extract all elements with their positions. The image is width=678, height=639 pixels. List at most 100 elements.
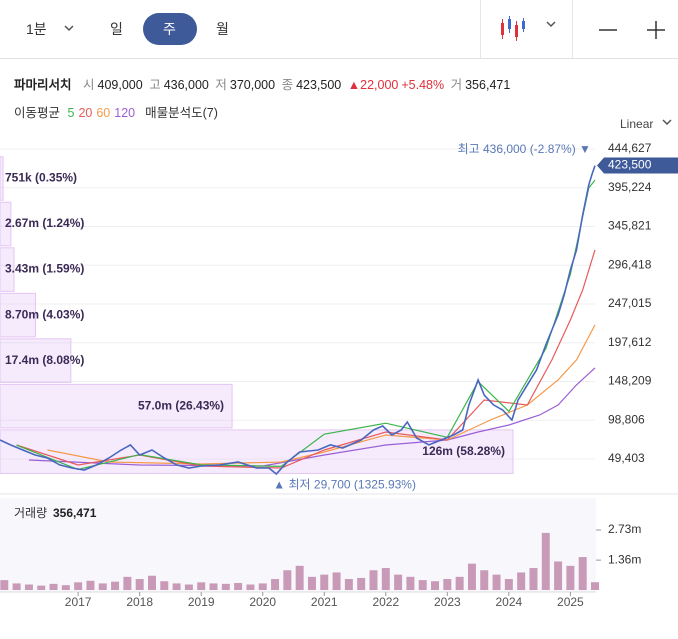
- ma-title: 이동평균: [14, 106, 61, 120]
- y-tick-label: 197,612: [608, 335, 652, 349]
- x-tick-label: 2019: [188, 595, 215, 609]
- volume-bar: [135, 579, 144, 590]
- profile-bar: [0, 292, 36, 338]
- volume-bar: [455, 576, 464, 590]
- y-tick-label: 1.36m: [608, 552, 641, 566]
- chevron[interactable]: [545, 20, 557, 30]
- quote-info: 파마리서치 시 409,000 고 436,000 저 370,000 종 423,50…: [14, 74, 513, 93]
- volume-bar: [12, 583, 21, 590]
- x-tick-label: 2025: [557, 595, 584, 609]
- volume-bar: [234, 582, 243, 590]
- zoom-in[interactable]: [646, 20, 666, 40]
- profile-label: 2.67m (1.24%): [5, 216, 84, 230]
- y-tick-label: 345,821: [608, 219, 652, 233]
- profile-bar: [0, 338, 72, 383]
- low-marker: ▲ 최저 29,700 (1325.93%): [273, 478, 416, 492]
- price-line: [0, 165, 596, 476]
- ma-period: 120: [114, 106, 136, 120]
- volume-bar: [98, 583, 107, 590]
- price-tag-label: 423,500: [608, 158, 652, 172]
- x-tick-label: 2017: [65, 595, 92, 609]
- volume-bar: [517, 572, 526, 590]
- volume-bar: [431, 581, 440, 590]
- ma-legend: 이동평균 5 20 60 120 매물분석도(7): [14, 102, 222, 121]
- ma-line: [16, 179, 596, 471]
- volume-bar: [147, 575, 156, 590]
- profile-bar: [0, 247, 15, 292]
- volume-bar: [24, 584, 33, 590]
- stock-name: 파마리서치: [14, 78, 72, 92]
- volume-bar: [504, 579, 513, 590]
- profile-bar: [0, 429, 514, 474]
- value: 356,471: [465, 78, 511, 92]
- ma-period: 20: [78, 106, 93, 120]
- profile-label: 매물분석도(7): [145, 106, 218, 120]
- volume-bar: [0, 580, 9, 590]
- separator: [480, 0, 481, 58]
- volume-value: 356,471: [53, 506, 97, 520]
- x-tick-label: 2024: [496, 595, 523, 609]
- profile-label: 3.43m (1.59%): [5, 262, 84, 276]
- volume-bar: [578, 557, 587, 590]
- ma-period: 5: [67, 106, 75, 120]
- y-tick-label: 98,806: [608, 412, 645, 426]
- x-tick-label: 2018: [126, 595, 153, 609]
- change-pct: +5.48%: [401, 78, 445, 92]
- volume-bar: [86, 580, 95, 590]
- volume-bar: [111, 581, 120, 590]
- profile-bar: [0, 383, 233, 429]
- volume-bar: [307, 576, 316, 590]
- volume-bar: [172, 583, 181, 590]
- interval[interactable]: 1분: [26, 21, 47, 37]
- y-tick-label: 2.73m: [608, 522, 641, 536]
- x-tick-label: 2020: [249, 595, 276, 609]
- volume-panel: [0, 498, 596, 592]
- volume-bar: [591, 582, 599, 590]
- scale-mode[interactable]: Linear: [620, 117, 673, 131]
- scale-label: Linear: [620, 117, 654, 131]
- volume-bar: [480, 570, 489, 590]
- label: 저: [215, 78, 227, 92]
- interval[interactable]: 일: [110, 21, 123, 37]
- profile-label: 751k (0.35%): [5, 171, 77, 185]
- zoom-out[interactable]: [598, 20, 618, 40]
- value: 409,000: [97, 78, 143, 92]
- chart-style-icon[interactable]: [499, 15, 527, 43]
- interval[interactable]: 월: [216, 21, 229, 37]
- chevron[interactable]: [63, 24, 75, 34]
- volume-bar: [381, 568, 390, 590]
- volume-bar: [443, 579, 452, 590]
- y-tick-label: 247,015: [608, 296, 652, 310]
- volume-bar: [61, 585, 70, 590]
- y-tick-label: 49,403: [608, 451, 645, 465]
- volume-bar: [566, 565, 575, 590]
- chevron: [662, 119, 672, 126]
- volume-bar: [467, 563, 476, 590]
- volume-bar: [246, 584, 255, 590]
- volume-bar: [369, 570, 378, 590]
- x-tick-label: 2023: [434, 595, 461, 609]
- volume-bar: [344, 579, 353, 590]
- interval[interactable]: 주: [163, 21, 176, 37]
- volume-bar: [418, 580, 427, 590]
- price-tag: [597, 157, 678, 174]
- change: ▲22,000: [347, 78, 399, 92]
- x-tick-label: 2022: [372, 595, 399, 609]
- y-tick-label: 296,418: [608, 257, 652, 271]
- value: 436,000: [163, 78, 209, 92]
- toolbar: 1분 일 주 월: [0, 0, 678, 59]
- label: 거: [450, 78, 463, 92]
- label: 종: [281, 78, 294, 92]
- volume-bar: [320, 574, 329, 590]
- volume-title: 거래량: [14, 506, 47, 520]
- volume-bar: [209, 583, 218, 590]
- volume-bar: [295, 565, 304, 590]
- profile-label: 57.0m (26.43%): [138, 398, 224, 412]
- value: 370,000: [229, 78, 276, 92]
- volume-bar: [541, 532, 550, 590]
- volume-bar: [332, 572, 341, 590]
- volume-bar: [394, 574, 403, 590]
